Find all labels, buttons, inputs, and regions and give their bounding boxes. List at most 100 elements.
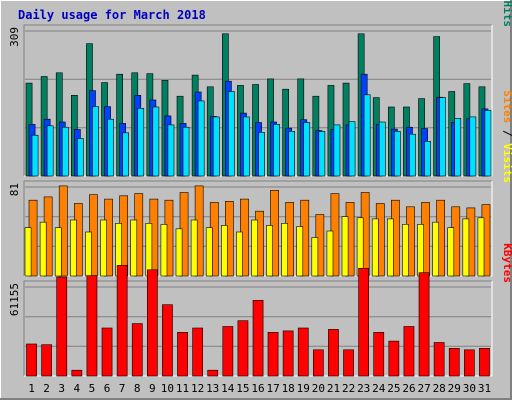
bar-pages-day-16	[258, 132, 265, 177]
bar-kbytes-day-24	[373, 331, 385, 377]
bar-pages-day-14	[228, 91, 235, 177]
bar-visits-day-5	[85, 231, 92, 277]
bar-visits-day-26	[402, 224, 409, 277]
bar-pages-day-21	[333, 124, 341, 177]
bar-kbytes-day-6	[101, 327, 113, 377]
x-tick-label-day-7: 7	[119, 382, 126, 395]
bar-kbytes-day-12	[192, 327, 204, 377]
panel-top: 309 Pages / Files / Hits	[8, 0, 512, 177]
bar-visits-day-10	[160, 224, 168, 277]
bar-pages-day-1	[31, 134, 39, 177]
bar-kbytes-day-15	[237, 320, 249, 377]
bar-visits-day-22	[341, 216, 349, 277]
x-tick-label-day-28: 28	[433, 382, 446, 395]
legend-entry: /	[501, 123, 512, 143]
x-tick-label-day-3: 3	[58, 382, 65, 395]
bar-kbytes-day-23	[358, 267, 370, 377]
panel-bottom: 61155 KBytes	[8, 243, 512, 377]
x-tick-label-day-11: 11	[176, 382, 189, 395]
x-tick-label-day-22: 22	[342, 382, 355, 395]
bar-visits-day-4	[70, 219, 77, 277]
y-max-label: 309	[8, 27, 21, 47]
bar-pages-day-6	[107, 118, 114, 177]
bar-pages-day-7	[122, 132, 129, 177]
bar-pages-day-28	[439, 97, 447, 177]
plot-bevel-dark	[23, 24, 492, 176]
bar-kbytes-day-3	[56, 276, 68, 377]
x-tick-label-day-23: 23	[357, 382, 370, 395]
bar-kbytes-day-29	[448, 347, 460, 377]
x-tick-label-day-21: 21	[327, 382, 340, 395]
x-tick-label-day-5: 5	[89, 382, 96, 395]
x-tick-label-day-2: 2	[43, 382, 50, 395]
x-tick-label-day-16: 16	[251, 382, 264, 395]
bar-visits-day-30	[462, 218, 470, 277]
bar-visits-day-24	[371, 218, 379, 277]
bar-kbytes-day-30	[463, 349, 475, 377]
x-tick-label-day-31: 31	[478, 382, 491, 395]
bar-pages-day-26	[409, 133, 416, 177]
x-tick-label-day-26: 26	[402, 382, 415, 395]
bar-visits-day-18	[281, 223, 289, 277]
bar-pages-day-29	[454, 118, 462, 177]
chart-panels: 309 Pages / Files / Hits 81 Sites / Visits 6…	[8, 0, 512, 377]
bar-pages-day-12	[197, 100, 205, 177]
y-max-label: 81	[8, 183, 21, 196]
bar-visits-day-12	[190, 219, 198, 277]
bar-visits-day-20	[311, 237, 319, 277]
bar-pages-day-11	[182, 126, 190, 177]
bar-pages-day-13	[212, 116, 220, 177]
bar-visits-day-6	[100, 219, 107, 277]
bar-pages-day-19	[303, 122, 311, 177]
x-tick-label-day-13: 13	[206, 382, 219, 395]
bar-pages-day-4	[77, 138, 84, 177]
bar-visits-day-11	[175, 228, 183, 277]
bar-kbytes-day-11	[177, 331, 188, 377]
bar-visits-day-25	[386, 218, 394, 277]
bar-kbytes-day-8	[131, 323, 143, 377]
plot-bevel-dark	[23, 280, 492, 376]
x-tick-label-day-1: 1	[28, 382, 35, 395]
x-tick-label-day-4: 4	[73, 382, 80, 395]
bar-kbytes-day-14	[222, 326, 234, 377]
bar-visits-day-13	[205, 227, 213, 277]
legend-entry: Sites	[501, 90, 512, 123]
bar-kbytes-day-19	[297, 327, 309, 377]
bar-pages-day-3	[61, 126, 69, 177]
bar-kbytes-day-5	[86, 275, 98, 377]
bar-visits-day-1	[24, 227, 32, 277]
bar-visits-day-3	[54, 227, 62, 277]
bar-pages-day-2	[46, 125, 54, 177]
bar-kbytes-day-13	[207, 369, 219, 377]
bar-kbytes-day-20	[312, 349, 324, 377]
bar-pages-day-27	[424, 141, 431, 177]
chart-title: Daily usage for March 2018	[18, 8, 206, 22]
panel-legend: Pages / Files / Hits	[501, 0, 512, 27]
x-tick-label-day-18: 18	[282, 382, 295, 395]
legend-entry: Hits	[501, 1, 512, 28]
bar-visits-day-31	[477, 217, 485, 277]
x-tick-label-day-17: 17	[266, 382, 279, 395]
bar-pages-day-10	[167, 124, 175, 177]
x-tick-label-day-8: 8	[134, 382, 141, 395]
bar-kbytes-day-27	[418, 272, 430, 377]
bar-pages-day-18	[288, 131, 296, 177]
x-tick-label-day-30: 30	[463, 382, 476, 395]
bar-kbytes-day-26	[403, 326, 415, 377]
x-tick-label-day-25: 25	[387, 382, 400, 395]
bar-kbytes-day-9	[147, 269, 158, 377]
bar-visits-day-9	[145, 223, 153, 277]
bar-kbytes-day-10	[162, 304, 173, 377]
bar-kbytes-day-31	[479, 347, 490, 377]
x-tick-label-day-9: 9	[149, 382, 156, 395]
bar-visits-day-2	[39, 221, 47, 277]
bar-visits-day-29	[447, 227, 455, 277]
legend-entry: KBytes	[501, 243, 512, 283]
bar-visits-day-27	[417, 224, 424, 277]
bar-pages-day-24	[378, 121, 386, 177]
bar-visits-day-15	[236, 231, 243, 277]
bar-pages-day-15	[243, 116, 250, 177]
bar-kbytes-day-18	[282, 330, 294, 377]
bar-kbytes-day-2	[41, 344, 52, 377]
